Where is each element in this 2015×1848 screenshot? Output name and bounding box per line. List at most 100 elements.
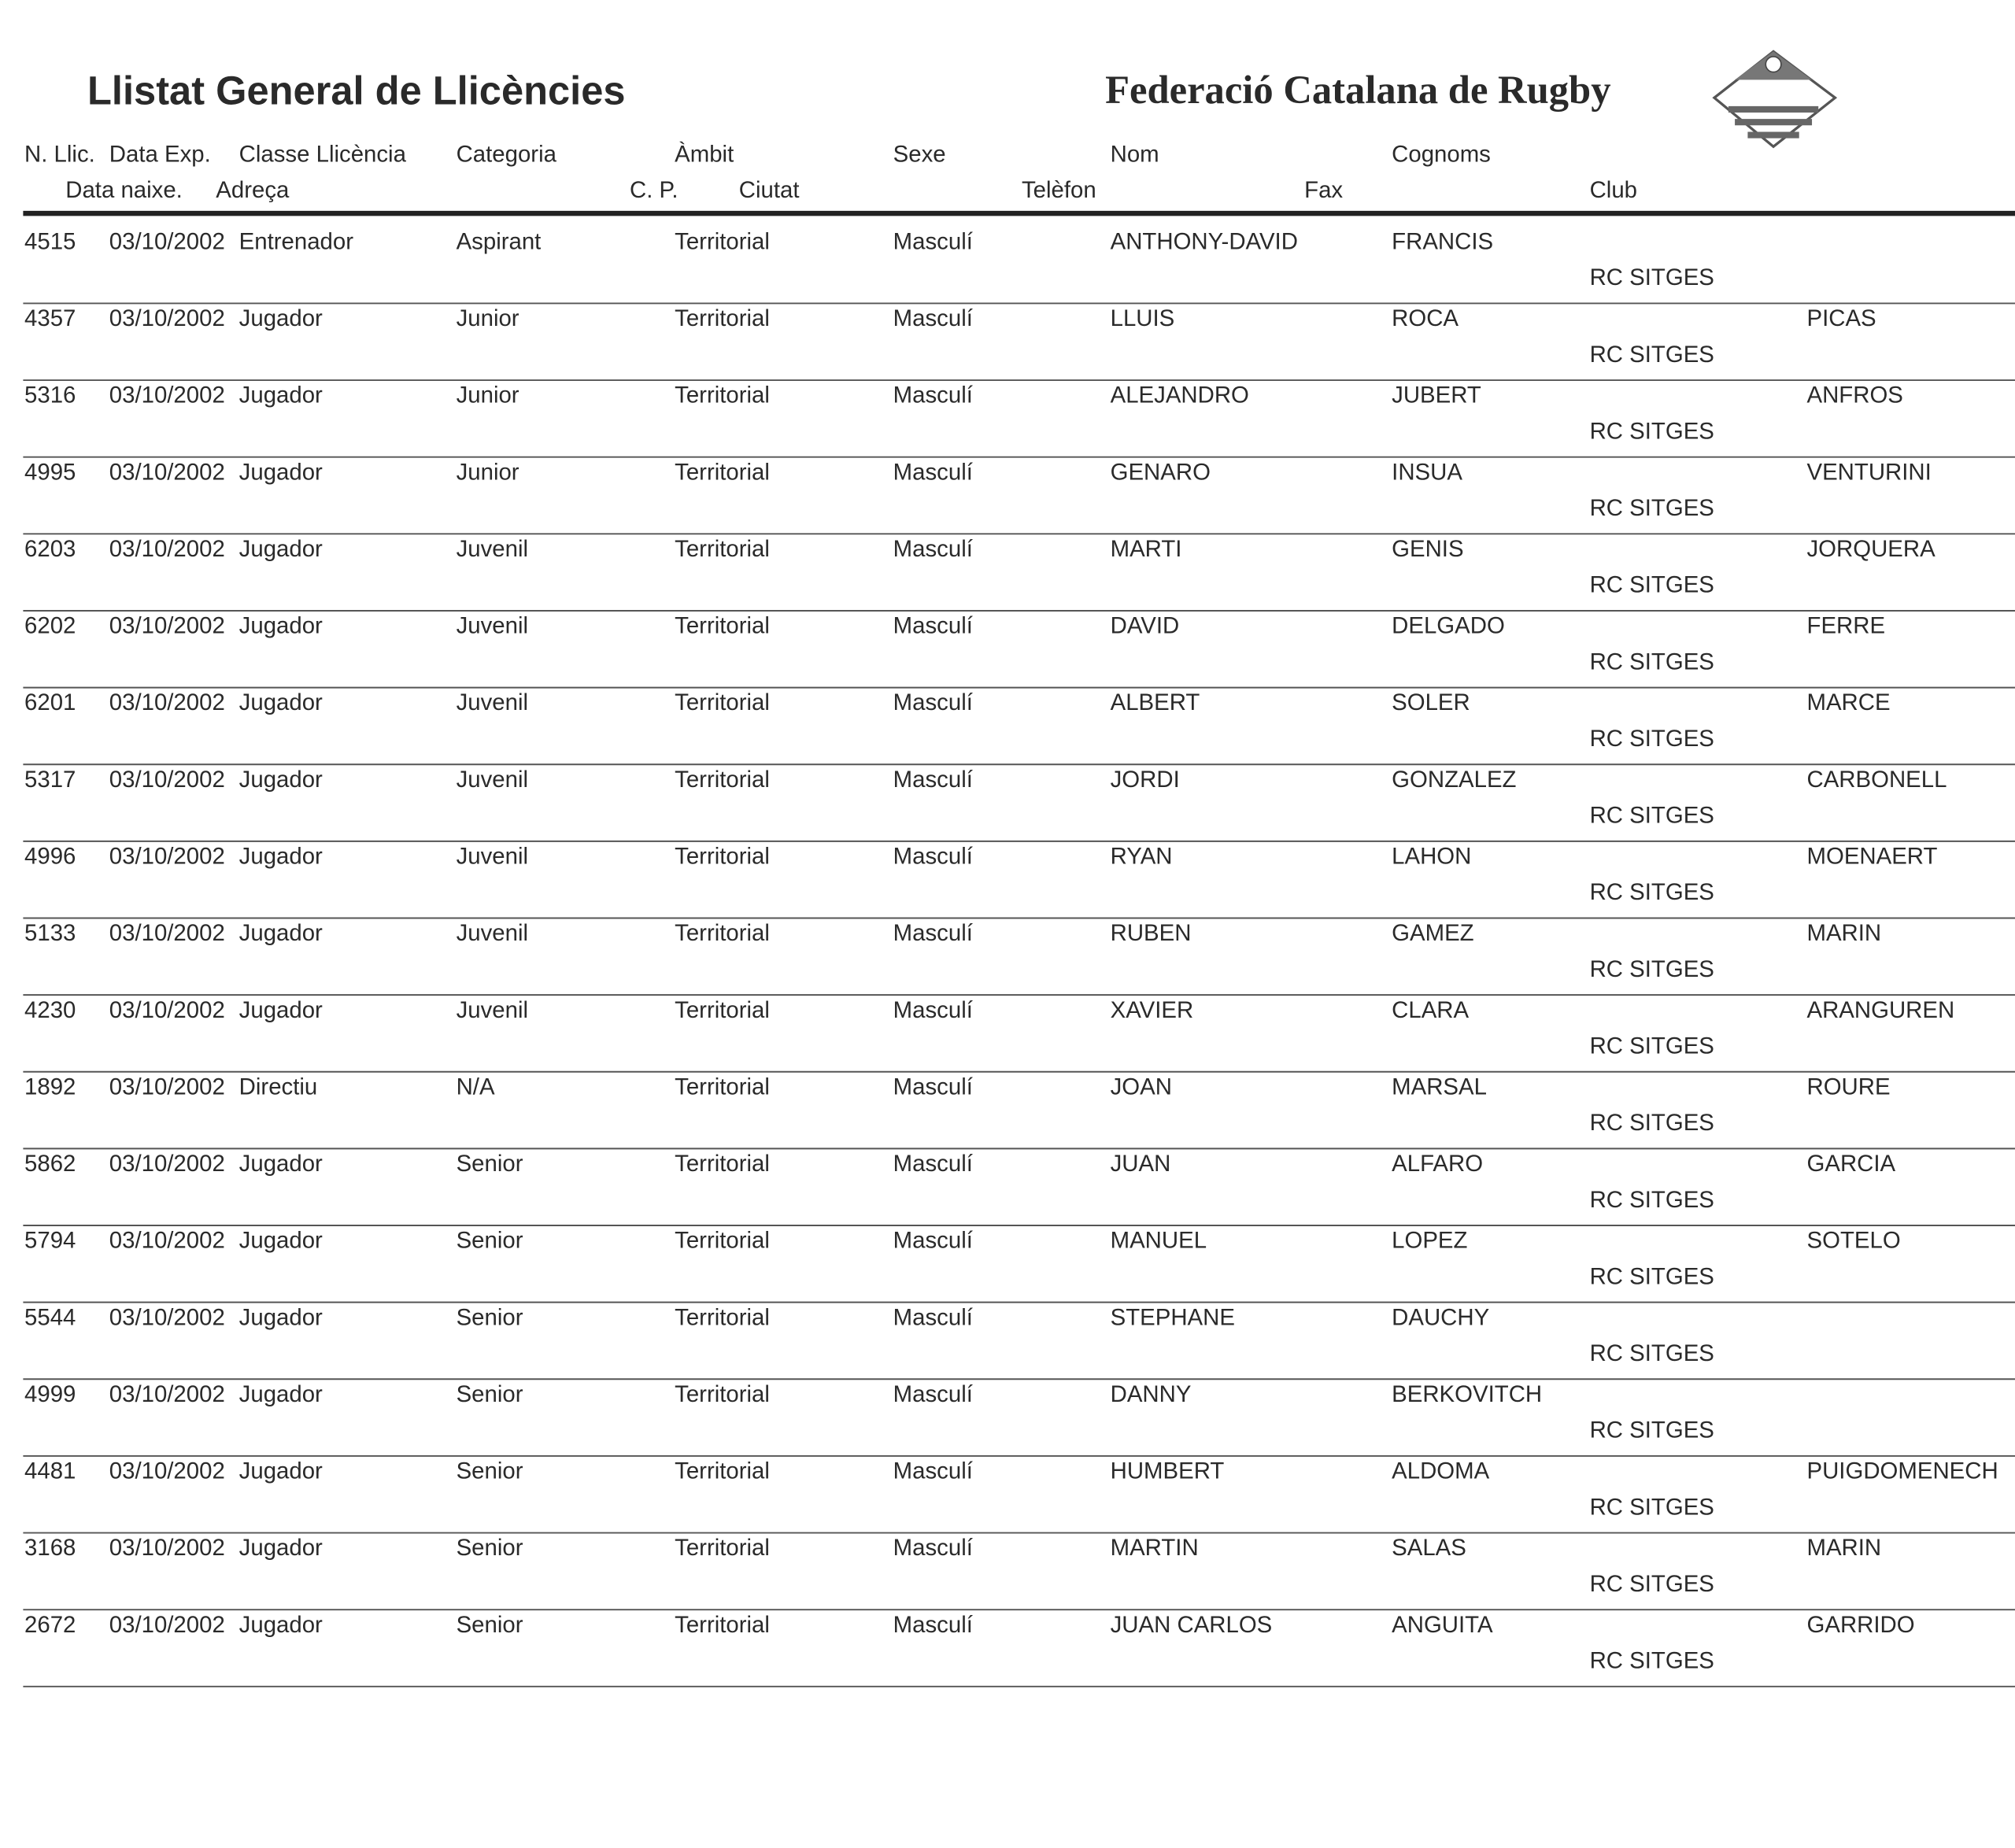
cell-surname1: LAHON xyxy=(1392,844,1471,870)
cell-date: 03/10/2002 xyxy=(109,305,225,331)
cell-club: RC SITGES xyxy=(1590,649,1714,675)
cell-date: 03/10/2002 xyxy=(109,1074,225,1100)
column-header: Sexe xyxy=(893,141,946,167)
cell-club: RC SITGES xyxy=(1590,879,1714,905)
cell-scope: Territorial xyxy=(675,997,770,1023)
cell-date: 03/10/2002 xyxy=(109,536,225,562)
cell-surname2: GARRIDO xyxy=(1807,1612,1915,1638)
cell-date: 03/10/2002 xyxy=(109,689,225,715)
cell-id: 4999 xyxy=(24,1381,76,1407)
cell-sex: Masculí xyxy=(893,228,974,254)
cell-club: RC SITGES xyxy=(1590,1648,1714,1674)
cell-surname2: MARIN xyxy=(1807,920,1882,946)
cell-surname1: DELGADO xyxy=(1392,613,1505,639)
cell-surname2: SOTELO xyxy=(1807,1228,1901,1254)
cell-club: RC SITGES xyxy=(1590,342,1714,368)
cell-surname1: INSUA xyxy=(1392,459,1462,485)
cell-category: Senior xyxy=(457,1458,523,1484)
cell-name: JUAN CARLOS xyxy=(1111,1612,1273,1638)
cell-club: RC SITGES xyxy=(1590,803,1714,829)
cell-date: 03/10/2002 xyxy=(109,1228,225,1254)
cell-surname2: ARANGUREN xyxy=(1807,997,1955,1023)
cell-category: Senior xyxy=(457,1381,523,1407)
cell-club: RC SITGES xyxy=(1590,1187,1714,1213)
cell-surname1: LOPEZ xyxy=(1392,1228,1467,1254)
cell-scope: Territorial xyxy=(675,1304,770,1330)
column-header: Fax xyxy=(1304,177,1343,203)
cell-surname2: GARCIA xyxy=(1807,1151,1896,1177)
cell-date: 03/10/2002 xyxy=(109,920,225,946)
cell-date: 03/10/2002 xyxy=(109,1304,225,1330)
cell-scope: Territorial xyxy=(675,920,770,946)
cell-scope: Territorial xyxy=(675,459,770,485)
cell-name: ALEJANDRO xyxy=(1111,383,1249,408)
cell-surname2: FERRE xyxy=(1807,613,1886,639)
cell-club: RC SITGES xyxy=(1590,1263,1714,1289)
cell-class: Jugador xyxy=(239,613,323,639)
cell-class: Jugador xyxy=(239,997,323,1023)
cell-name: RUBEN xyxy=(1111,920,1192,946)
cell-class: Jugador xyxy=(239,1612,323,1638)
document-title: Llistat General de Llicències xyxy=(87,68,625,113)
cell-name: XAVIER xyxy=(1111,997,1194,1023)
cell-id: 2672 xyxy=(24,1612,76,1638)
cell-class: Jugador xyxy=(239,305,323,331)
cell-id: 5317 xyxy=(24,767,76,793)
cell-date: 03/10/2002 xyxy=(109,844,225,870)
cell-sex: Masculí xyxy=(893,767,974,793)
cell-category: Juvenil xyxy=(457,997,528,1023)
cell-sex: Masculí xyxy=(893,997,974,1023)
cell-category: Juvenil xyxy=(457,767,528,793)
cell-scope: Territorial xyxy=(675,1381,770,1407)
cell-sex: Masculí xyxy=(893,1074,974,1100)
cell-scope: Territorial xyxy=(675,228,770,254)
cell-surname2: VENTURINI xyxy=(1807,459,1932,485)
cell-id: 5544 xyxy=(24,1304,76,1330)
cell-class: Jugador xyxy=(239,383,323,408)
cell-club: RC SITGES xyxy=(1590,1571,1714,1597)
cell-scope: Territorial xyxy=(675,1074,770,1100)
cell-surname2: ANFROS xyxy=(1807,383,1903,408)
cell-scope: Territorial xyxy=(675,1612,770,1638)
column-header: Data naixe. xyxy=(65,177,183,203)
cell-surname1: ALDOMA xyxy=(1392,1458,1489,1484)
cell-date: 03/10/2002 xyxy=(109,383,225,408)
cell-id: 4230 xyxy=(24,997,76,1023)
cell-name: GENARO xyxy=(1111,459,1211,485)
cell-name: JUAN xyxy=(1111,1151,1171,1177)
cell-name: ALBERT xyxy=(1111,689,1200,715)
cell-category: Juvenil xyxy=(457,613,528,639)
cell-name: MARTIN xyxy=(1111,1535,1199,1561)
cell-club: RC SITGES xyxy=(1590,1033,1714,1059)
cell-date: 03/10/2002 xyxy=(109,1458,225,1484)
cell-surname2: MARIN xyxy=(1807,1535,1882,1561)
cell-sex: Masculí xyxy=(893,1535,974,1561)
cell-scope: Territorial xyxy=(675,1228,770,1254)
cell-name: DAVID xyxy=(1111,613,1180,639)
cell-category: Juvenil xyxy=(457,844,528,870)
cell-surname1: SOLER xyxy=(1392,689,1470,715)
cell-name: RYAN xyxy=(1111,844,1173,870)
cell-date: 03/10/2002 xyxy=(109,228,225,254)
cell-sex: Masculí xyxy=(893,613,974,639)
cell-sex: Masculí xyxy=(893,689,974,715)
cell-surname1: GONZALEZ xyxy=(1392,767,1516,793)
cell-scope: Territorial xyxy=(675,767,770,793)
cell-surname1: DAUCHY xyxy=(1392,1304,1489,1330)
cell-date: 03/10/2002 xyxy=(109,997,225,1023)
column-header: Data Exp. xyxy=(109,141,211,167)
cell-category: Senior xyxy=(457,1151,523,1177)
cell-class: Jugador xyxy=(239,1535,323,1561)
cell-category: Junior xyxy=(457,459,519,485)
cell-category: Senior xyxy=(457,1612,523,1638)
cell-class: Directiu xyxy=(239,1074,318,1100)
cell-date: 03/10/2002 xyxy=(109,1612,225,1638)
cell-club: RC SITGES xyxy=(1590,495,1714,521)
cell-surname1: ALFARO xyxy=(1392,1151,1483,1177)
cell-scope: Territorial xyxy=(675,383,770,408)
column-header: Club xyxy=(1590,177,1637,203)
column-header: Classe Llicència xyxy=(239,141,407,167)
cell-scope: Territorial xyxy=(675,844,770,870)
